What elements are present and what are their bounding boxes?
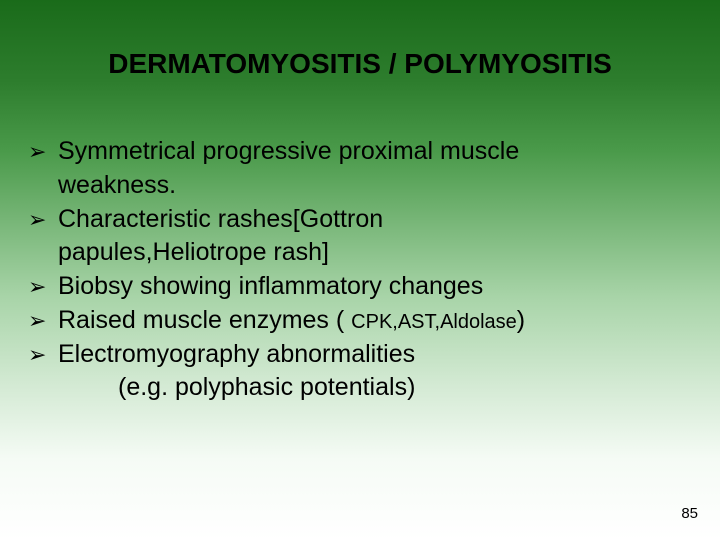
- bullet-continuation: papules,Heliotrope rash]: [28, 236, 692, 270]
- bullet-arrow-icon: ➢: [28, 203, 58, 236]
- slide-title: DERMATOMYOSITIS / POLYMYOSITIS: [0, 48, 720, 80]
- bullet-continuation: weakness.: [28, 169, 692, 203]
- bullet-item: ➢ Raised muscle enzymes ( CPK,AST,Aldola…: [28, 304, 692, 338]
- bullet-text: Biobsy showing inflammatory changes: [58, 270, 692, 304]
- bullet-item: ➢ Biobsy showing inflammatory changes: [28, 270, 692, 304]
- bullet-arrow-icon: ➢: [28, 338, 58, 371]
- page-number: 85: [681, 505, 698, 522]
- bullet-text: Raised muscle enzymes ( CPK,AST,Aldolase…: [58, 304, 692, 338]
- bullet-arrow-icon: ➢: [28, 135, 58, 168]
- bullet-text: Characteristic rashes[Gottron: [58, 203, 692, 237]
- slide: DERMATOMYOSITIS / POLYMYOSITIS ➢ Symmetr…: [0, 0, 720, 540]
- bullet-text-suffix: ): [517, 306, 525, 334]
- bullet-item: ➢ Symmetrical progressive proximal muscl…: [28, 135, 692, 169]
- bullet-arrow-icon: ➢: [28, 304, 58, 337]
- bullet-text: Symmetrical progressive proximal muscle: [58, 135, 692, 169]
- bullet-text-prefix: Raised muscle enzymes (: [58, 306, 351, 334]
- bullet-item: ➢ Electromyography abnormalities: [28, 338, 692, 372]
- slide-content: ➢ Symmetrical progressive proximal muscl…: [28, 135, 692, 405]
- bullet-text: Electromyography abnormalities: [58, 338, 692, 372]
- bullet-item: ➢ Characteristic rashes[Gottron: [28, 203, 692, 237]
- bullet-continuation-indented: (e.g. polyphasic potentials): [28, 371, 692, 405]
- bullet-text-small: CPK,AST,Aldolase: [351, 311, 517, 333]
- bullet-arrow-icon: ➢: [28, 270, 58, 303]
